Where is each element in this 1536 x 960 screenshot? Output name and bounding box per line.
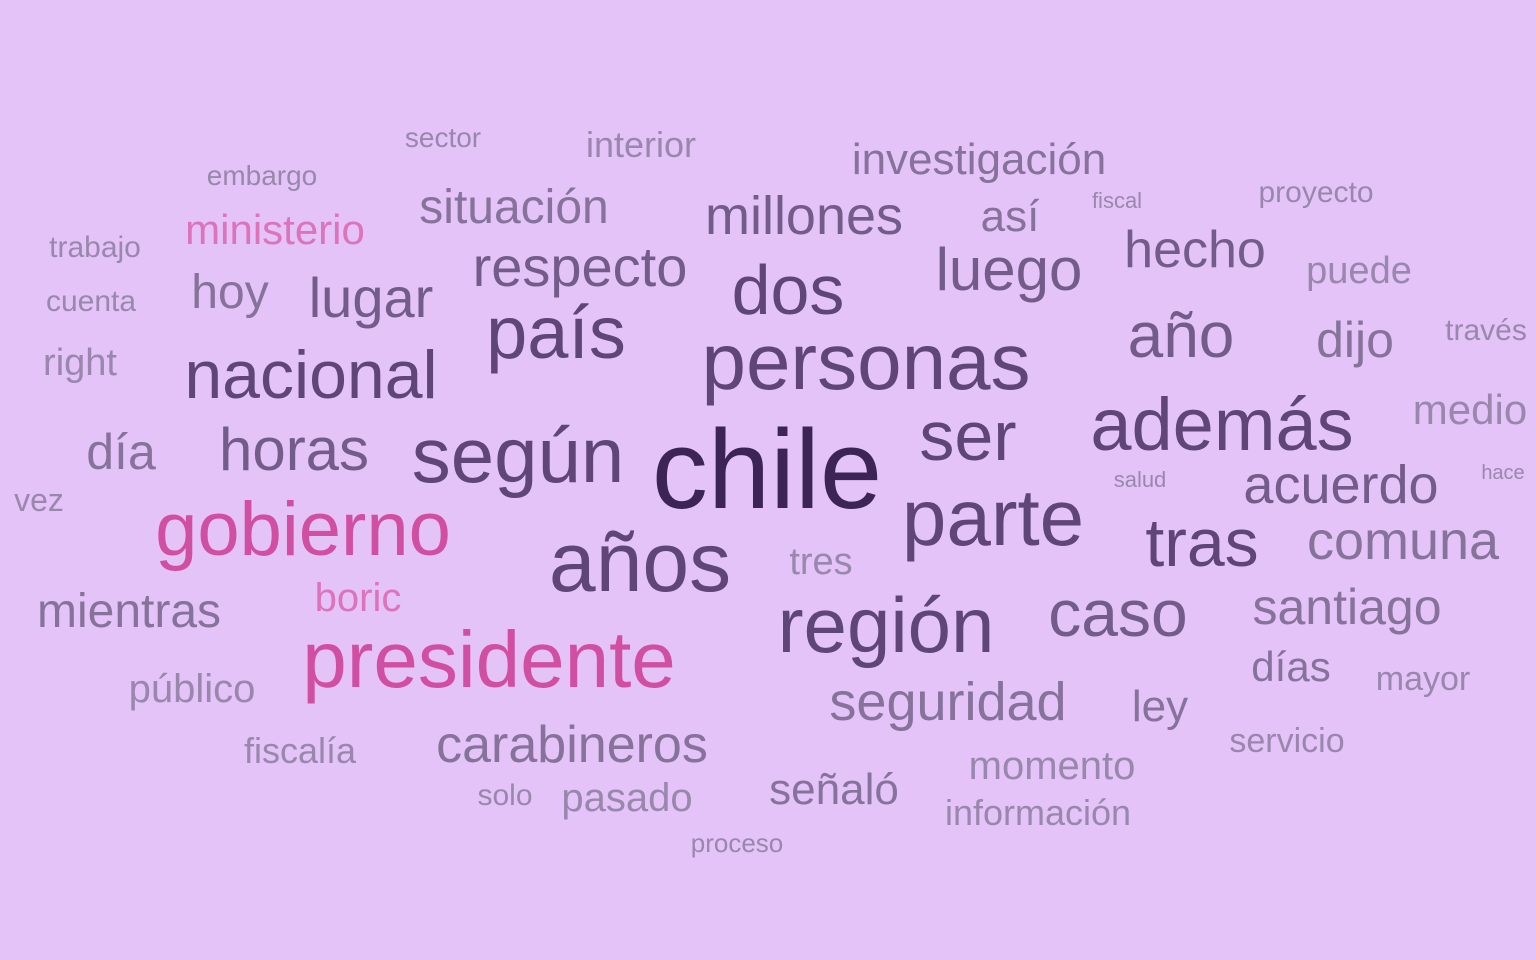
- word-fiscal: fiscal: [1092, 190, 1142, 212]
- word-ano: año: [1128, 303, 1235, 367]
- word-ley: ley: [1132, 685, 1188, 729]
- word-santiago: santiago: [1252, 582, 1441, 632]
- word-comuna: comuna: [1307, 514, 1499, 568]
- word-fiscalia: fiscalía: [244, 733, 356, 769]
- word-trabajo: trabajo: [49, 233, 141, 263]
- word-horas: horas: [219, 420, 369, 480]
- word-proceso: proceso: [691, 830, 784, 856]
- word-situacion: situación: [419, 184, 608, 232]
- word-hoy: hoy: [191, 269, 268, 317]
- word-millones: millones: [705, 189, 903, 243]
- word-vez: vez: [14, 484, 64, 516]
- word-right: right: [43, 344, 117, 382]
- word-parte: parte: [902, 478, 1084, 558]
- word-luego: luego: [936, 240, 1083, 300]
- word-pais: país: [486, 296, 626, 370]
- word-puede: puede: [1306, 252, 1412, 290]
- word-segun: según: [412, 416, 625, 494]
- word-anos: años: [549, 520, 731, 604]
- word-traves: través: [1445, 316, 1527, 346]
- word-tras: tras: [1145, 509, 1258, 577]
- word-solo: solo: [477, 781, 532, 811]
- word-seguridad: seguridad: [829, 675, 1066, 729]
- word-carabineros: carabineros: [436, 719, 708, 771]
- word-personas: personas: [701, 322, 1030, 402]
- word-ser: ser: [919, 401, 1016, 471]
- word-gobierno: gobierno: [155, 492, 451, 568]
- word-investigacion: investigación: [852, 138, 1106, 182]
- word-senalo: señaló: [769, 768, 899, 812]
- word-informacion: información: [945, 795, 1131, 831]
- word-hace: hace: [1481, 463, 1524, 483]
- word-dijo: dijo: [1316, 315, 1394, 365]
- word-embargo: embargo: [207, 162, 318, 190]
- word-region: región: [778, 586, 995, 664]
- word-momento: momento: [969, 746, 1136, 786]
- word-respecto: respecto: [473, 239, 688, 295]
- word-dia: día: [86, 427, 156, 477]
- word-dos: dos: [732, 255, 845, 325]
- word-mayor: mayor: [1376, 662, 1470, 696]
- word-nacional: nacional: [184, 341, 437, 409]
- word-acuerdo: acuerdo: [1243, 458, 1438, 512]
- word-mientras: mientras: [37, 588, 221, 636]
- word-caso: caso: [1048, 580, 1187, 646]
- word-ministerio: ministerio: [185, 209, 365, 251]
- word-tres: tres: [789, 543, 852, 581]
- word-hecho: hecho: [1124, 224, 1266, 276]
- word-asi: así: [981, 195, 1040, 239]
- word-ademas: además: [1090, 388, 1353, 462]
- word-lugar: lugar: [309, 270, 434, 326]
- word-presidente: presidente: [302, 620, 676, 700]
- word-interior: interior: [586, 127, 696, 163]
- word-chile: chile: [652, 414, 882, 526]
- word-salud: salud: [1114, 469, 1167, 491]
- word-servicio: servicio: [1229, 724, 1344, 758]
- word-boric: boric: [315, 578, 402, 618]
- word-pasado: pasado: [561, 778, 692, 818]
- word-cuenta: cuenta: [46, 287, 136, 317]
- word-dias: días: [1251, 646, 1330, 688]
- word-proyecto: proyecto: [1258, 178, 1373, 208]
- word-medio: medio: [1413, 389, 1527, 431]
- word-sector: sector: [405, 124, 481, 152]
- word-publico: público: [129, 669, 256, 709]
